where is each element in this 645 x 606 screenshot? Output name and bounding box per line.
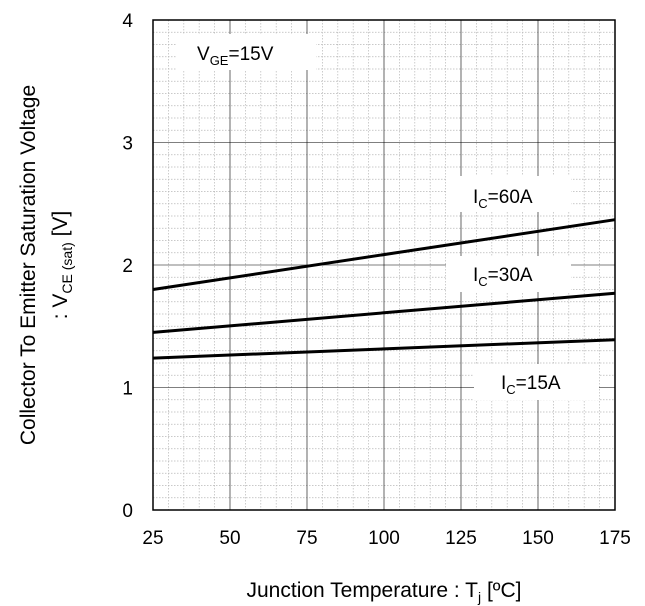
x-axis-title-sub: j xyxy=(477,589,481,605)
x-tick-label: 100 xyxy=(368,528,400,549)
y-axis-title-line2: : VCE (sat) [V] xyxy=(49,211,75,320)
series-label-15a-pre: I xyxy=(501,373,506,394)
annotation-post: =15V xyxy=(228,44,273,65)
plot-frame xyxy=(152,19,616,511)
series-label-box-60a xyxy=(446,176,571,212)
y-axis-title-line2-post: [V] xyxy=(49,211,72,243)
x-tick-label: 175 xyxy=(599,528,631,549)
y-axis-title-line1: Collector To Emitter Saturation Voltage xyxy=(17,85,40,445)
series-label-30a-post: =30A xyxy=(488,265,533,286)
series-label-15a: IC=15A xyxy=(501,373,561,397)
series-label-30a-sub: C xyxy=(478,274,487,289)
y-axis-title: Collector To Emitter Saturation Voltage … xyxy=(17,85,75,445)
x-axis-title-main: Junction Temperature : T xyxy=(247,579,479,602)
y-tick-label: 2 xyxy=(122,256,133,277)
series-label-box-15a xyxy=(474,364,599,400)
y-tick-label: 1 xyxy=(122,379,133,400)
y-tick-label: 0 xyxy=(122,501,133,522)
annotation-sub: GE xyxy=(210,53,229,68)
x-tick-label: 25 xyxy=(142,528,163,549)
series-label-15a-post: =15A xyxy=(516,373,561,394)
series-label-30a: IC=30A xyxy=(473,265,533,289)
y-tick-label: 4 xyxy=(122,11,133,32)
annotation-box xyxy=(176,34,316,70)
x-axis-title-tail: [ºC] xyxy=(481,579,521,602)
x-tick-label: 75 xyxy=(296,528,317,549)
series-label-60a: IC=60A xyxy=(473,187,533,211)
x-axis-title: Junction Temperature : Tj [ºC] xyxy=(247,579,522,605)
x-tick-labels: 25 50 75 100 125 150 175 xyxy=(142,528,630,549)
series-label-60a-sub: C xyxy=(478,196,487,211)
series-label-30a-pre: I xyxy=(473,265,478,286)
annotation-pre: V xyxy=(197,44,210,65)
y-axis-title-line2-sub: CE (sat) xyxy=(59,242,75,293)
x-tick-label: 125 xyxy=(445,528,477,549)
y-tick-label: 3 xyxy=(122,134,133,155)
series-label-box-30a xyxy=(446,256,571,292)
x-tick-label: 50 xyxy=(219,528,240,549)
series-label-15a-sub: C xyxy=(506,382,515,397)
series-line-ic-60a xyxy=(152,218,616,291)
series-label-60a-pre: I xyxy=(473,187,478,208)
annotation-vge: VGE=15V xyxy=(197,44,274,68)
series-line-ic-15a xyxy=(152,338,616,360)
series-label-60a-post: =60A xyxy=(488,187,533,208)
y-axis-title-line2-pre: : V xyxy=(49,294,72,320)
series-line-ic-30a xyxy=(152,291,616,334)
y-tick-labels: 0 1 2 3 4 xyxy=(122,11,133,522)
x-tick-label: 150 xyxy=(522,528,554,549)
series-lines xyxy=(152,218,616,360)
